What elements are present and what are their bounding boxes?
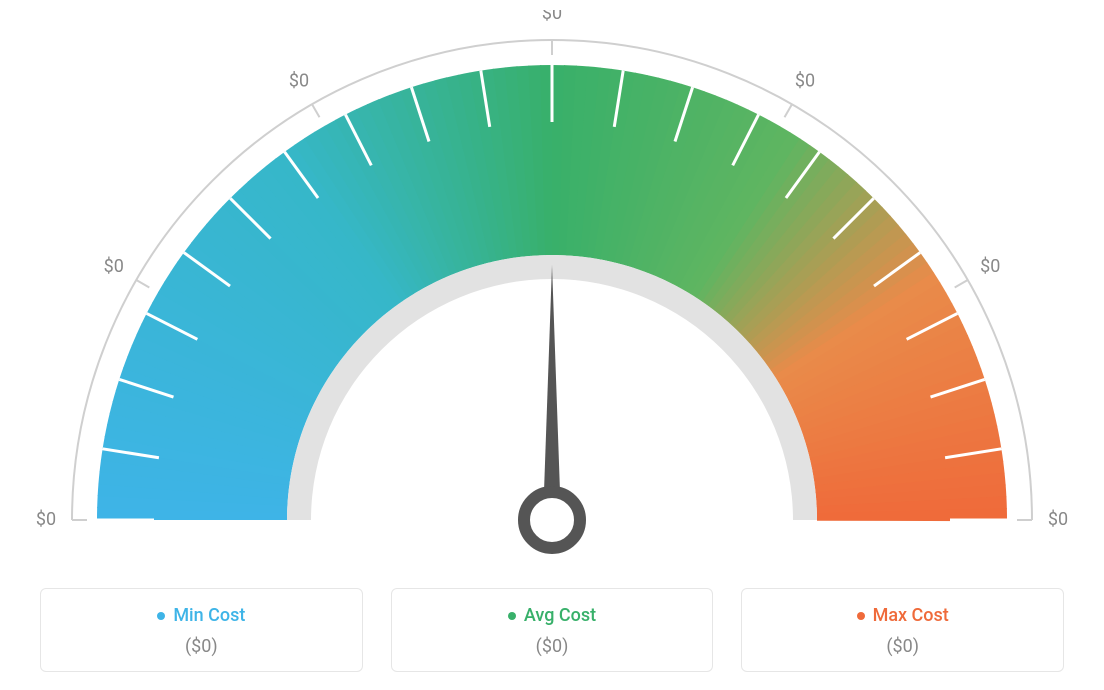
scale-label: $0 xyxy=(542,10,562,24)
legend-label-max: Max Cost xyxy=(873,605,949,626)
gauge-svg: $0 $0 $0 $0 $0 $0 $0 xyxy=(22,10,1082,570)
legend-value-min: ($0) xyxy=(53,636,350,657)
scale-label: $0 xyxy=(104,256,124,277)
legend-dot-min xyxy=(157,612,165,620)
scale-label: $0 xyxy=(795,71,815,92)
legend-dot-max xyxy=(857,612,865,620)
legend-title-avg: Avg Cost xyxy=(508,605,596,626)
gauge-area: $0 $0 $0 $0 $0 $0 $0 xyxy=(0,0,1104,560)
legend-label-min: Min Cost xyxy=(173,605,245,626)
scale-label: $0 xyxy=(1048,509,1068,530)
legend-title-max: Max Cost xyxy=(857,605,949,626)
scale-label: $0 xyxy=(289,71,309,92)
legend-card-min: Min Cost ($0) xyxy=(40,588,363,673)
scale-label: $0 xyxy=(36,509,56,530)
legend-label-avg: Avg Cost xyxy=(524,605,596,626)
legend-title-min: Min Cost xyxy=(157,605,245,626)
legend-card-max: Max Cost ($0) xyxy=(741,588,1064,673)
legend-row: Min Cost ($0) Avg Cost ($0) Max Cost ($0… xyxy=(40,588,1064,673)
legend-card-avg: Avg Cost ($0) xyxy=(391,588,714,673)
legend-value-avg: ($0) xyxy=(404,636,701,657)
scale-label: $0 xyxy=(980,256,1000,277)
gauge-chart-container: $0 $0 $0 $0 $0 $0 $0 Min Cost ($0) Avg Cost ($… xyxy=(0,0,1104,690)
legend-value-max: ($0) xyxy=(754,636,1051,657)
legend-dot-avg xyxy=(508,612,516,620)
